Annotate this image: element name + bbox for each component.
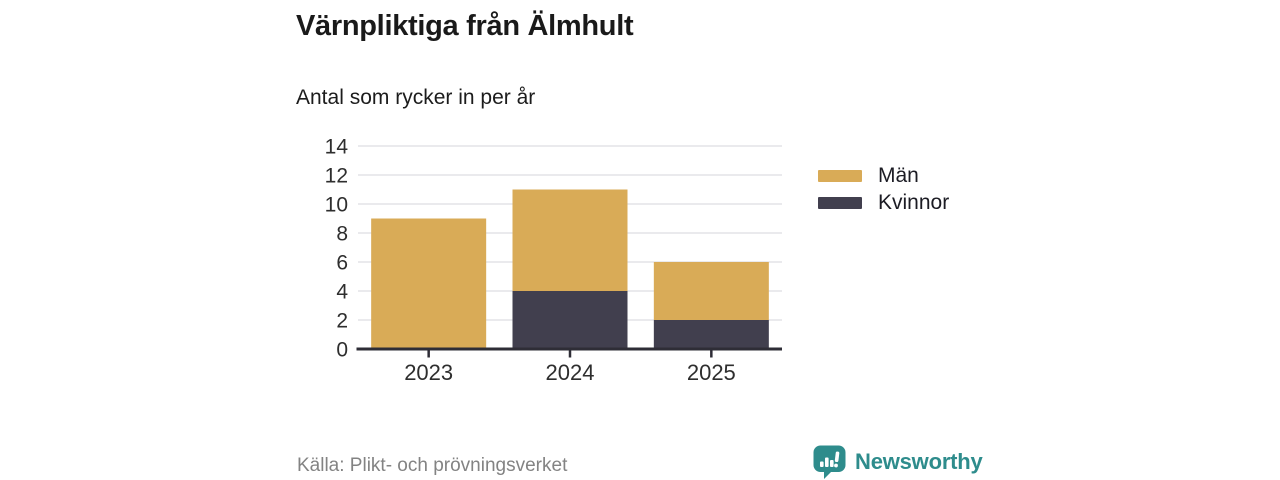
chart-subtitle: Antal som rycker in per år	[296, 86, 536, 109]
legend-item-women: Kvinnor	[818, 189, 949, 216]
y-tick-label: 4	[336, 281, 348, 304]
bar-segment-män-2024	[512, 189, 628, 291]
bar-segment-män-2025	[653, 262, 769, 320]
y-tick-label: 14	[325, 136, 349, 159]
legend-label-women: Kvinnor	[878, 191, 950, 214]
y-tick-label: 2	[336, 310, 348, 333]
page-title: Värnpliktiga från Älmhult	[296, 10, 634, 42]
y-tick-label: 8	[336, 223, 348, 246]
x-tick-label: 2024	[546, 360, 595, 385]
legend-item-men: Män	[818, 162, 949, 189]
y-tick-label: 10	[325, 194, 348, 217]
legend-swatch-women	[818, 196, 862, 209]
newsworthy-logo: Newsworthy	[812, 444, 983, 479]
logo-bar-3	[830, 460, 834, 467]
y-tick-label: 0	[336, 339, 348, 362]
x-tick-label: 2023	[404, 360, 453, 385]
logo-bar-2	[825, 457, 829, 467]
logo-exclamation	[834, 451, 840, 468]
source-attribution: Källa: Plikt- och prövningsverket	[297, 455, 568, 476]
speech-bubble-shape	[813, 445, 846, 479]
y-tick-label: 12	[325, 165, 348, 188]
y-tick-label: 6	[336, 252, 348, 275]
bar-segment-män-2023	[371, 218, 487, 349]
legend: Män Kvinnor	[818, 162, 949, 216]
logo-bar-1	[820, 461, 824, 467]
legend-swatch-men	[818, 169, 862, 182]
stacked-bar-chart: 0 2 4 6 8 10 12 14 2023 2024 2025	[296, 130, 796, 396]
chart-svg: 0 2 4 6 8 10 12 14 2023 2024 2025	[325, 136, 782, 385]
bar-chart-speech-bubble-icon	[813, 445, 846, 479]
bar-segment-kvinnor-2025	[653, 320, 769, 349]
legend-label-men: Män	[878, 164, 919, 187]
bar-segment-kvinnor-2024	[512, 291, 628, 349]
x-tick-label: 2025	[687, 360, 736, 385]
brand-name: Newsworthy	[855, 449, 983, 474]
